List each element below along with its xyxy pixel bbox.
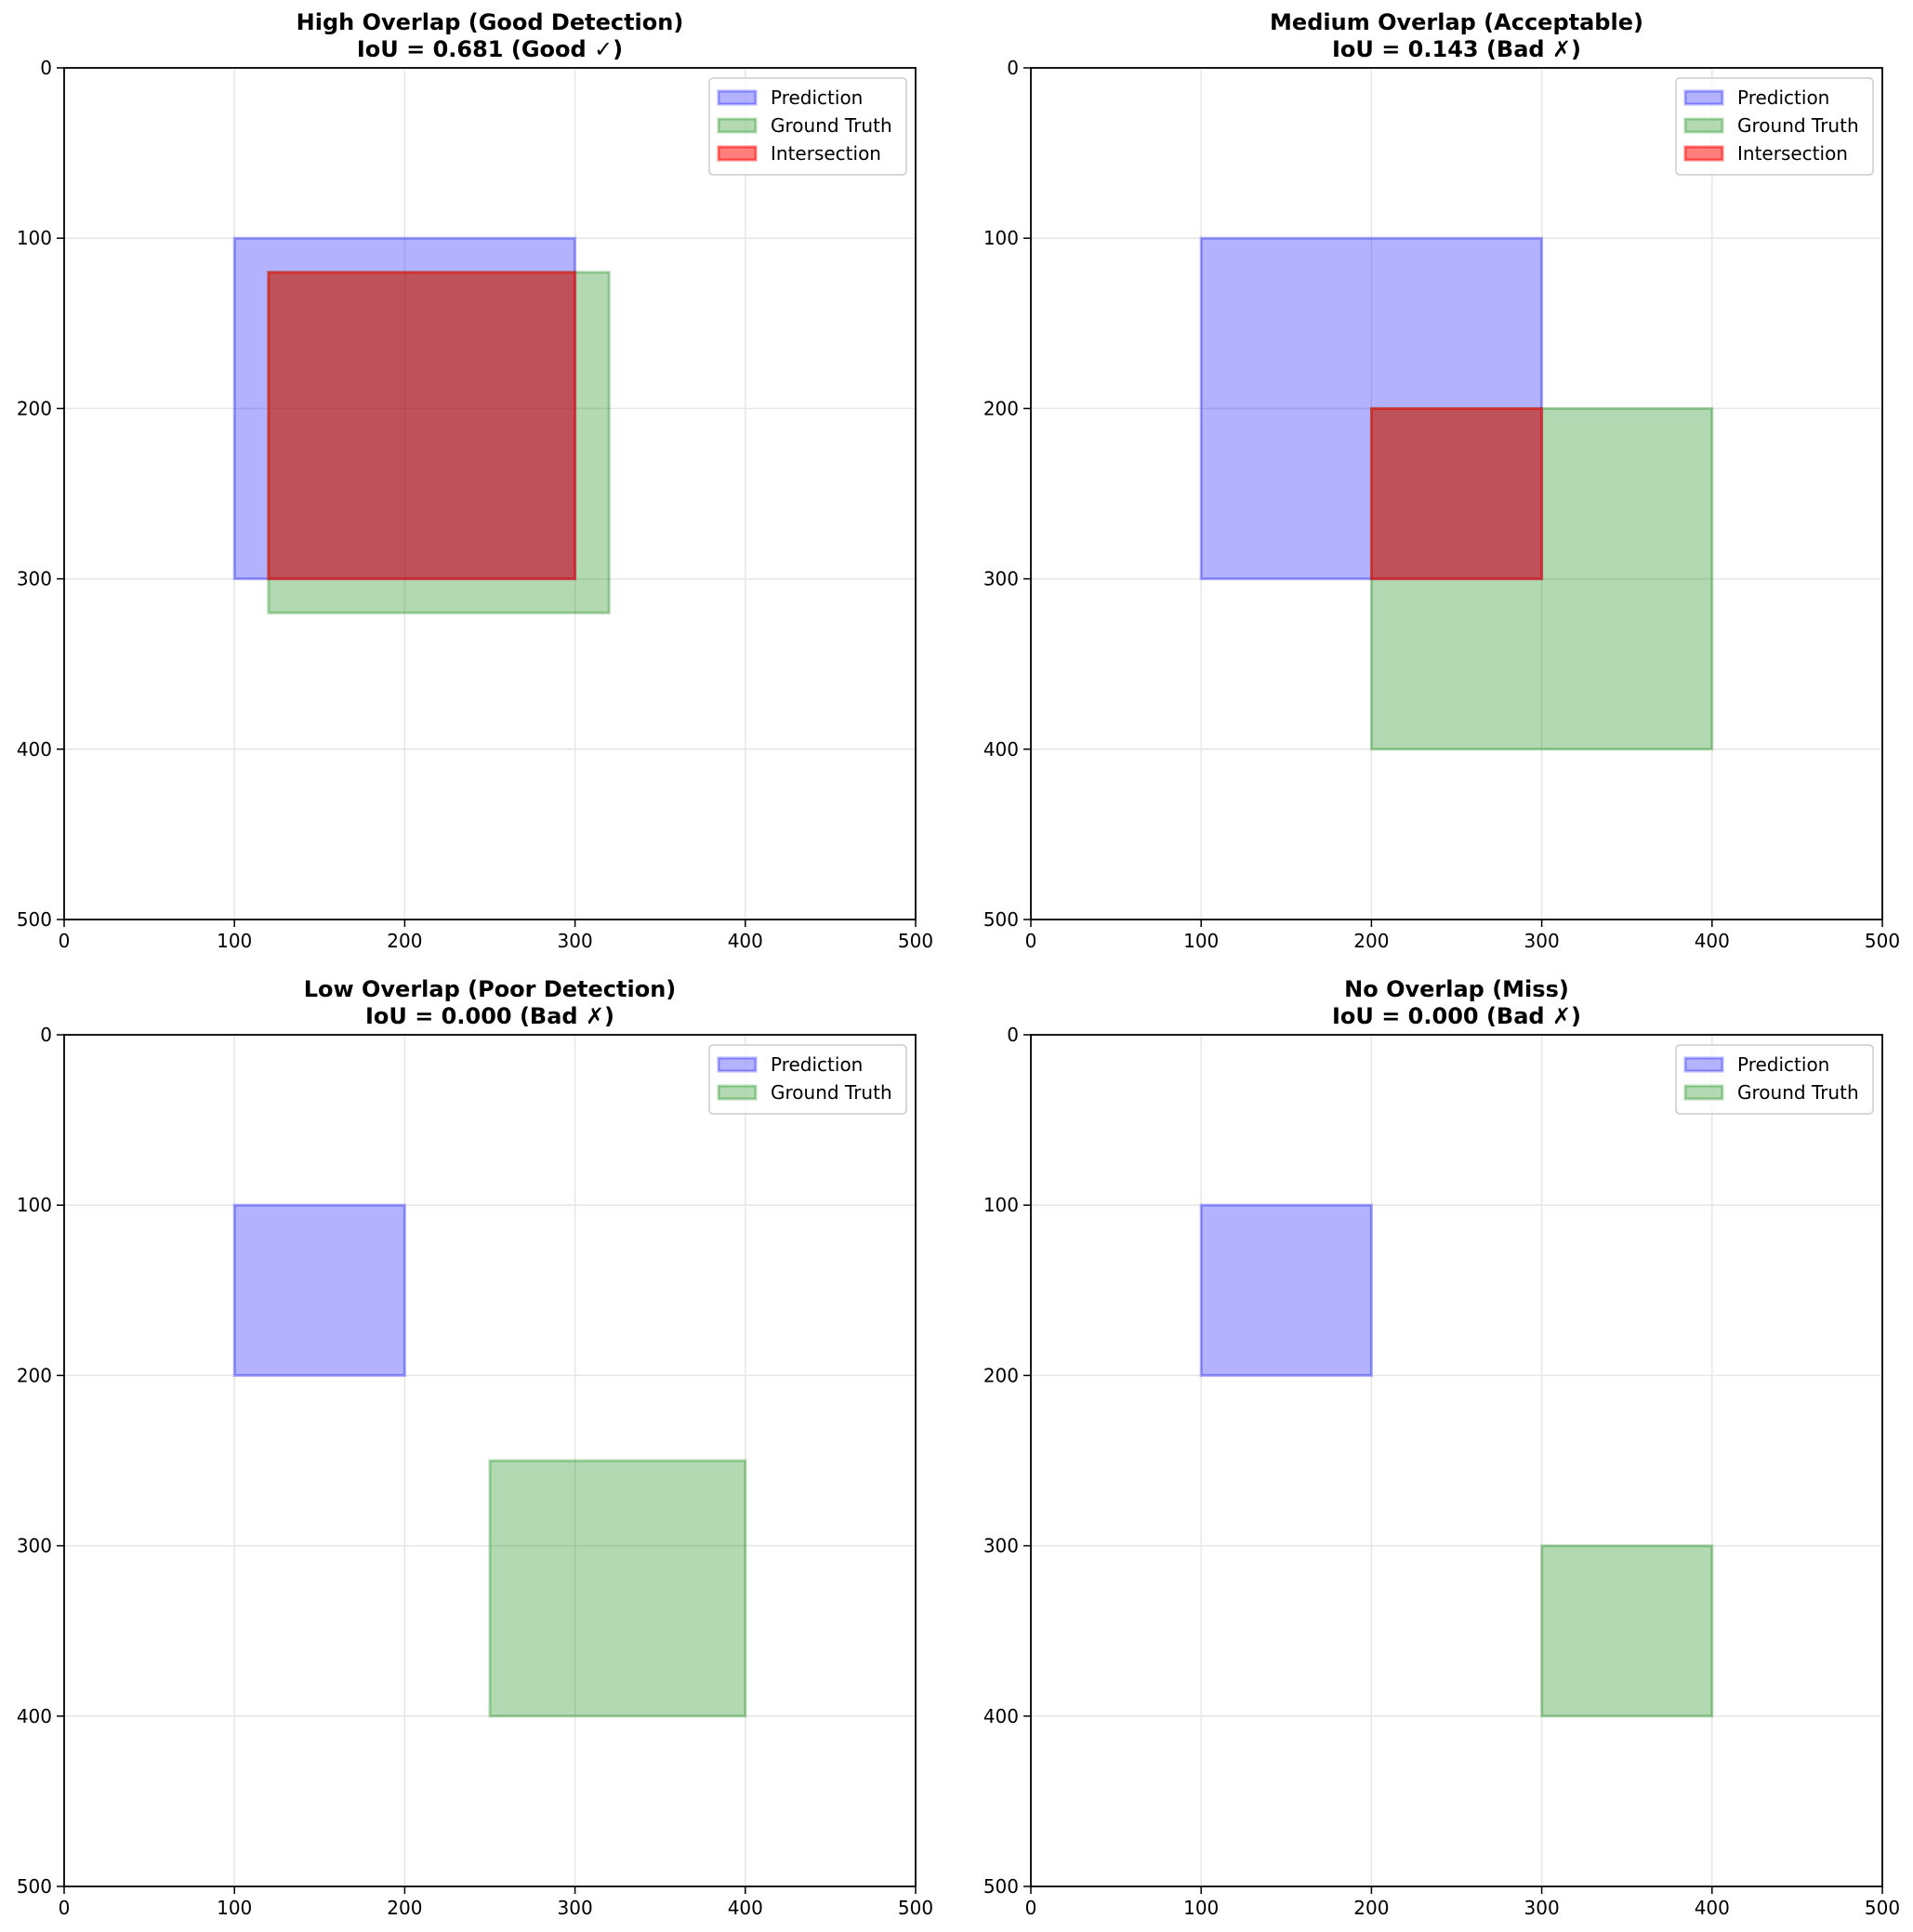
y-tick-label: 0: [40, 1024, 52, 1046]
x-tick-label: 400: [728, 1897, 763, 1919]
chart-title: High Overlap (Good Detection): [297, 9, 684, 35]
x-tick-label: 500: [1865, 930, 1900, 952]
legend-swatch-ground-truth: [717, 117, 758, 134]
y-tick-label: 300: [983, 1535, 1019, 1557]
y-tick-label: 0: [1007, 57, 1019, 79]
legend-label-ground-truth: Ground Truth: [1737, 114, 1859, 137]
legend: Prediction Ground Truth: [708, 1044, 907, 1115]
y-tick-label: 200: [983, 1364, 1019, 1386]
x-tick-label: 300: [558, 930, 593, 952]
x-tick-label: 0: [1025, 930, 1037, 952]
legend-label-prediction: Prediction: [1737, 86, 1829, 109]
x-tick-label: 0: [1025, 1897, 1037, 1919]
legend: Prediction Ground Truth Intersection: [708, 77, 907, 176]
y-tick-label: 300: [983, 568, 1019, 590]
y-tick-label: 200: [17, 397, 52, 419]
legend-label-prediction: Prediction: [771, 1053, 863, 1076]
y-tick-label: 500: [983, 908, 1019, 931]
legend-swatch-intersection: [1683, 145, 1724, 162]
y-tick-label: 300: [17, 1535, 52, 1557]
legend-label-intersection: Intersection: [771, 142, 881, 165]
chart-subtitle: IoU = 0.143 (Bad ✗): [1332, 36, 1581, 62]
y-tick-label: 500: [17, 1875, 52, 1898]
box-prediction: [1199, 1203, 1373, 1377]
legend: Prediction Ground Truth Intersection: [1675, 77, 1874, 176]
chart-subtitle: IoU = 0.681 (Good ✓): [357, 36, 623, 62]
y-tick-label: 500: [17, 908, 52, 931]
y-tick-label: 200: [17, 1364, 52, 1386]
legend-swatch-prediction: [1683, 1056, 1724, 1073]
axes-frame: [63, 67, 917, 920]
x-tick-label: 100: [217, 1897, 252, 1919]
x-tick-label: 300: [558, 1897, 593, 1919]
x-tick-label: 400: [1695, 930, 1730, 952]
legend-label-prediction: Prediction: [771, 86, 863, 109]
chart-title: No Overlap (Miss): [1344, 976, 1569, 1002]
y-tick-label: 100: [17, 1194, 52, 1216]
x-tick-label: 300: [1524, 930, 1560, 952]
legend-swatch-ground-truth: [1683, 1084, 1724, 1101]
y-tick-label: 500: [983, 1875, 1019, 1898]
y-tick-label: 400: [17, 1705, 52, 1727]
axes-frame: [1030, 1034, 1883, 1887]
chart-title: Medium Overlap (Acceptable): [1270, 9, 1643, 35]
x-tick-label: 200: [1353, 930, 1389, 952]
legend-frame: [1675, 77, 1874, 176]
y-tick-label: 200: [983, 397, 1019, 419]
legend-frame: [1675, 1044, 1874, 1115]
legend-swatch-prediction: [717, 1056, 758, 1073]
legend-swatch-prediction: [1683, 89, 1724, 106]
legend-label-ground-truth: Ground Truth: [771, 1081, 892, 1104]
legend-swatch-ground-truth: [717, 1084, 758, 1101]
x-tick-label: 100: [1183, 1897, 1219, 1919]
legend-swatch-prediction: [717, 89, 758, 106]
legend-label-intersection: Intersection: [1737, 142, 1848, 165]
legend-label-ground-truth: Ground Truth: [771, 114, 892, 137]
x-tick-label: 200: [1353, 1897, 1389, 1919]
x-tick-label: 0: [59, 930, 71, 952]
x-tick-label: 100: [1183, 930, 1219, 952]
chart-title: Low Overlap (Poor Detection): [304, 976, 677, 1002]
subplot-2: 0 100 200 300 400 500 0 100 200 300 400 500 Medium O…: [983, 9, 1900, 952]
chart-subtitle: IoU = 0.000 (Bad ✗): [1332, 1003, 1581, 1029]
x-tick-label: 200: [387, 1897, 422, 1919]
x-tick-label: 300: [1524, 1897, 1560, 1919]
x-tick-label: 100: [217, 930, 252, 952]
y-tick-label: 0: [1007, 1024, 1019, 1046]
y-tick-label: 400: [983, 1705, 1019, 1727]
y-tick-label: 100: [983, 1194, 1019, 1216]
y-tick-label: 100: [17, 227, 52, 249]
x-tick-label: 200: [387, 930, 422, 952]
box-ground-truth: [1540, 1544, 1714, 1718]
x-tick-label: 400: [1695, 1897, 1730, 1919]
box-intersection: [1369, 406, 1544, 581]
legend: Prediction Ground Truth: [1675, 1044, 1874, 1115]
x-tick-label: 0: [59, 1897, 71, 1919]
y-tick-label: 100: [983, 227, 1019, 249]
subplot-3: 0 100 200 300 400 500 0 100 200 300 400 500 Low Over…: [17, 976, 933, 1919]
x-tick-label: 500: [1865, 1897, 1900, 1919]
y-tick-label: 400: [17, 738, 52, 761]
x-tick-label: 400: [728, 930, 763, 952]
legend-frame: [708, 1044, 907, 1115]
axes-frame: [63, 1034, 917, 1887]
legend-swatch-ground-truth: [1683, 117, 1724, 134]
x-tick-label: 500: [898, 1897, 933, 1919]
axes-frame: [1030, 67, 1883, 920]
y-tick-label: 400: [983, 738, 1019, 761]
subplot-1: 0 100 200 300 400 500 0 100 200 300 400 500 High Ove…: [17, 9, 933, 952]
legend-label-ground-truth: Ground Truth: [1737, 1081, 1859, 1104]
subplot-4: 0 100 200 300 400 500 0 100 200 300 400 500 No Overl…: [983, 976, 1900, 1919]
box-prediction: [232, 1203, 406, 1377]
box-intersection: [267, 271, 577, 581]
y-tick-label: 0: [40, 57, 52, 79]
legend-frame: [708, 77, 907, 176]
y-tick-label: 300: [17, 568, 52, 590]
chart-subtitle: IoU = 0.000 (Bad ✗): [365, 1003, 614, 1029]
legend-swatch-intersection: [717, 145, 758, 162]
box-ground-truth: [488, 1459, 747, 1718]
legend-label-prediction: Prediction: [1737, 1053, 1829, 1076]
x-tick-label: 500: [898, 930, 933, 952]
